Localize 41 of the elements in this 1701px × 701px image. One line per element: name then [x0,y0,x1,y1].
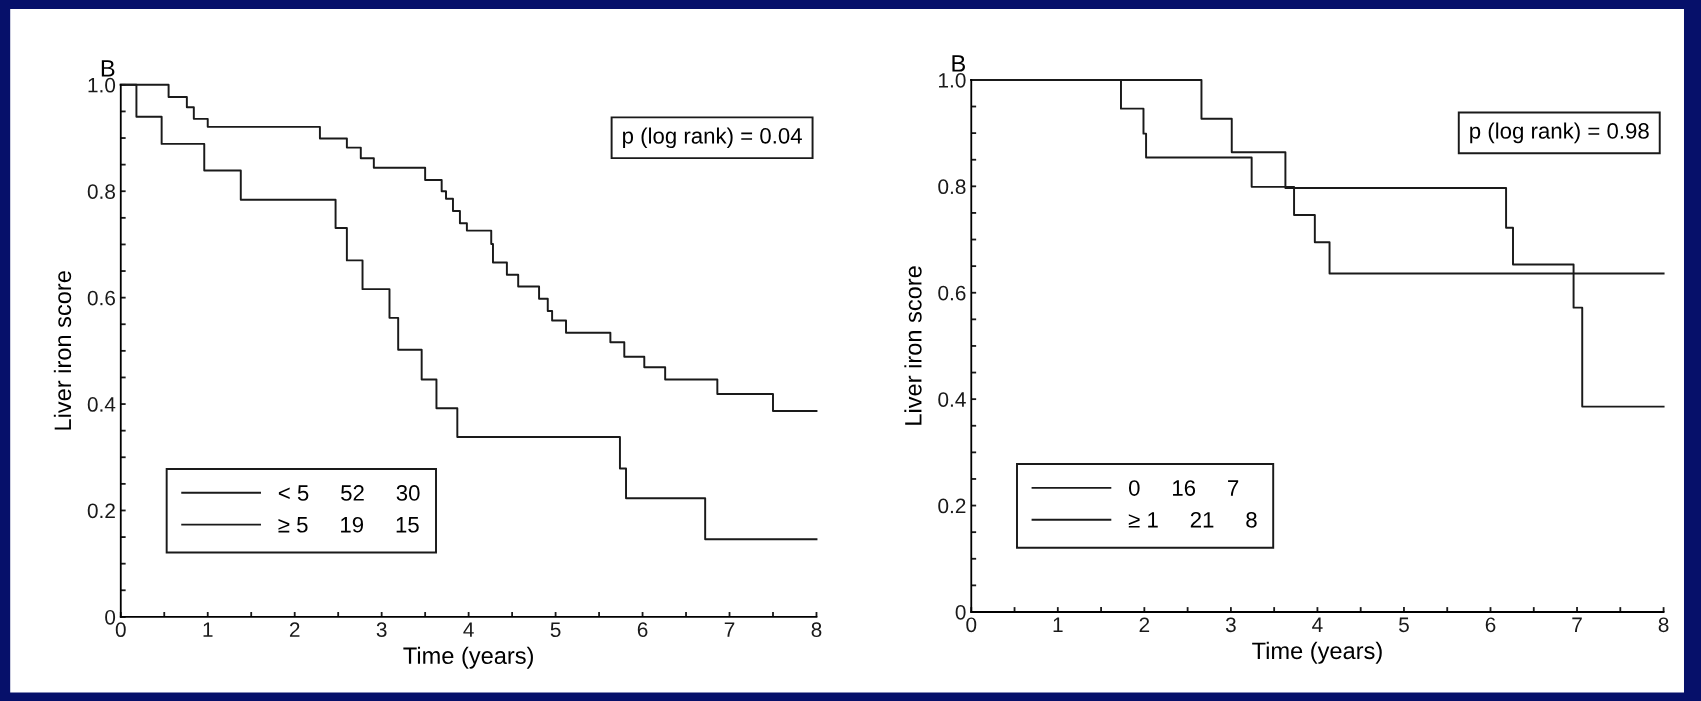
y-tick-label: 0.8 [938,179,966,195]
x-tick-label: 0 [115,622,126,638]
y-tick-label: 0.6 [87,290,115,306]
x-tick-label: 3 [376,622,387,638]
y-tick-label: 0.8 [87,184,116,199]
legend-label: 0 16 7 [1128,480,1239,496]
x-tick-label: 8 [1658,617,1669,633]
legend-label: ≥ 1 21 8 [1128,511,1257,528]
x-tick-label: 8 [811,622,822,638]
x-tick-label: 1 [1053,617,1063,632]
y-axis-title: Liver iron score [904,266,922,425]
annotation: p (log rank) = 0.98 [1470,122,1649,144]
x-tick-label: 2 [289,622,300,637]
x-tick-label: 6 [637,622,648,638]
x-tick-label: 1 [203,622,213,637]
legend-label: < 5 52 30 [278,485,420,501]
x-axis-title: Time (years) [403,646,533,669]
annotation: p (log rank) = 0.04 [623,127,802,149]
y-axis-title: Liver iron score [53,271,72,430]
x-tick-label: 3 [1225,617,1236,633]
chart-title: B [101,60,115,77]
x-tick-label: 5 [1399,617,1409,633]
chart-title: B [952,55,965,72]
y-tick-label: 0.6 [938,285,966,301]
y-tick-label: 1.0 [88,77,116,93]
x-tick-label: 2 [1139,617,1150,632]
x-tick-label: 6 [1485,617,1496,633]
x-tick-label: 5 [550,622,561,638]
x-tick-label: 4 [1312,617,1323,632]
x-tick-label: 7 [724,622,735,637]
y-tick-label: 1.0 [939,72,966,88]
y-tick-label: 0.4 [87,397,116,412]
y-tick-label: 0 [955,604,966,620]
y-tick-label: 0.2 [938,498,966,514]
x-tick-label: 4 [463,622,474,637]
x-tick-label: 7 [1572,617,1582,632]
x-tick-label: 0 [966,617,977,633]
y-tick-label: 0.2 [87,503,115,519]
y-tick-label: 0.4 [938,392,966,407]
legend-label: ≥ 5 19 15 [278,516,419,533]
x-axis-title: Time (years) [1252,641,1382,664]
